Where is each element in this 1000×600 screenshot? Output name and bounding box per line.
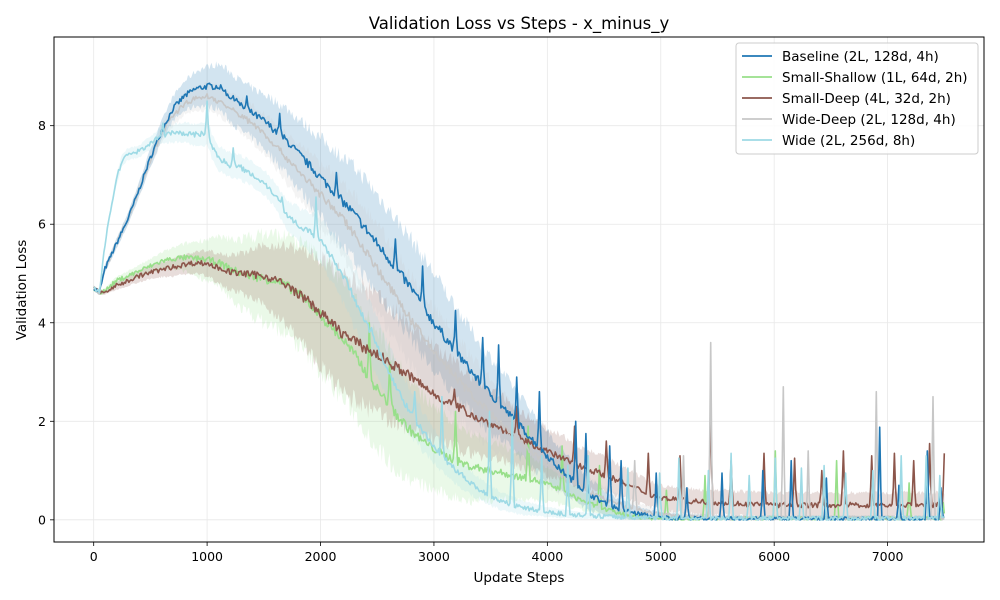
legend-label: Small-Deep (4L, 32d, 2h) [782,91,951,107]
x-tick-label: 6000 [758,549,790,564]
y-tick-label: 4 [38,315,46,330]
legend-label: Baseline (2L, 128d, 4h) [782,49,939,65]
y-tick-label: 8 [38,118,46,133]
y-tick-label: 6 [38,217,46,232]
x-tick-label: 1000 [191,549,223,564]
legend: Baseline (2L, 128d, 4h) Small-Shallow (1L… [735,42,979,155]
x-tick-label: 4000 [531,549,563,564]
plot-frame [53,36,985,543]
legend-label: Wide-Deep (2L, 128d, 4h) [782,112,956,128]
band-2 [93,240,945,520]
x-tick-label: 0 [90,549,98,564]
x-tick-label: 5000 [645,549,677,564]
band-3 [93,81,945,520]
series-line-4 [93,100,945,521]
legend-label: Small-Shallow (1L, 64d, 2h) [782,70,968,86]
series-line-0 [93,82,945,521]
series-line-3 [92,93,945,521]
legend-box [735,42,979,155]
legend-label: Wide (2L, 256d, 8h) [782,133,915,149]
x-axis-label: Update Steps [474,570,565,586]
y-axis-label: Validation Loss [14,240,30,341]
y-tick-label: 0 [38,512,46,527]
x-tick-label: 2000 [305,549,337,564]
x-tick-label: 3000 [418,549,450,564]
y-tick-label: 2 [38,414,46,429]
band-4 [93,119,945,520]
series-lines [92,82,946,521]
axis-ticks: 0 1000 2000 3000 4000 5000 6000 7000 0 2 4 6 8 [38,118,904,564]
chart-title: Validation Loss vs Steps - x_minus_y [369,14,670,34]
x-tick-label: 7000 [872,549,904,564]
band-0 [93,61,945,520]
